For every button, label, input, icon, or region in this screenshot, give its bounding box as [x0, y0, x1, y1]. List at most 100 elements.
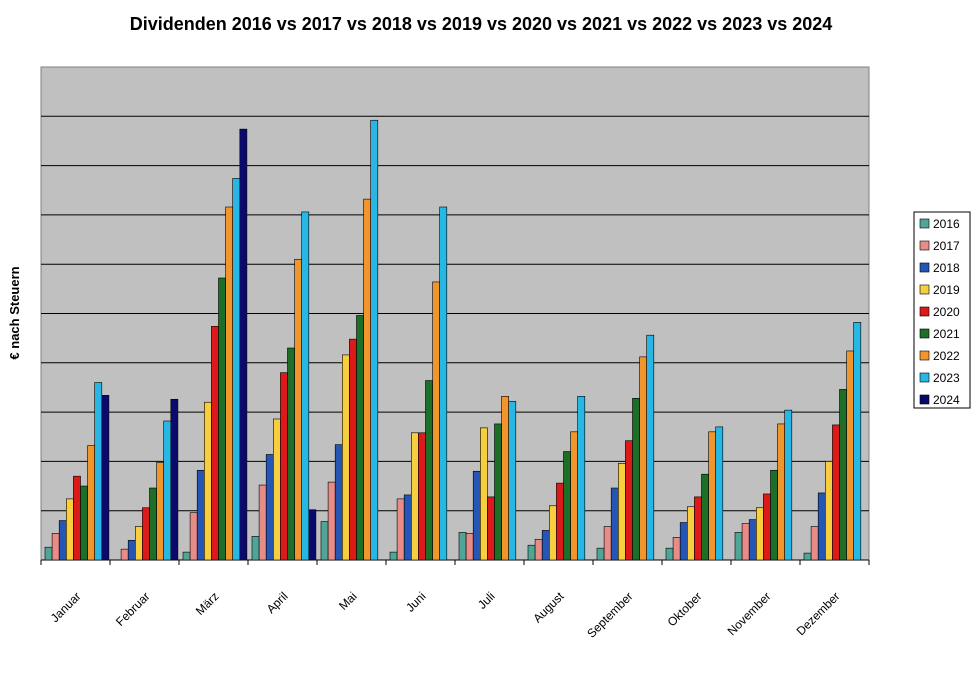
- bar-2020-juli: [487, 496, 495, 561]
- bar-2017-september: [603, 526, 612, 561]
- bar-2021-dezember: [839, 389, 847, 561]
- bar-2021-april: [287, 347, 295, 561]
- bar-2018-mai: [334, 444, 343, 561]
- bar-2017-januar: [51, 533, 60, 561]
- bar-2016-november: [734, 532, 743, 561]
- bar-2018-juli: [472, 470, 481, 561]
- bar-2023-april: [301, 211, 310, 561]
- bar-2022-august: [570, 431, 578, 561]
- legend-label-2018: 2018: [933, 261, 960, 275]
- legend: 2016 2017 2018 2019 2020 2021 2022 2023 2024: [913, 211, 971, 409]
- bar-2023-juli: [508, 400, 517, 561]
- bar-2022-oktober: [708, 431, 716, 561]
- bar-2018-januar: [58, 520, 67, 561]
- bar-2019-april: [272, 418, 281, 561]
- legend-swatch-2023: [919, 372, 930, 383]
- legend-swatch-2024: [919, 394, 930, 405]
- chart-title: Dividenden 2016 vs 2017 vs 2018 vs 2019 …: [130, 14, 833, 34]
- legend-swatch-2018: [919, 262, 930, 273]
- bar-2016-märz: [182, 551, 191, 561]
- bar-2020-februar: [142, 507, 150, 561]
- x-tick-label: März: [193, 589, 222, 618]
- x-tick-label: Juni: [403, 589, 428, 614]
- legend-swatch-2016: [919, 218, 930, 229]
- bar-2018-februar: [127, 539, 136, 561]
- bar-2023-juni: [439, 206, 448, 561]
- bar-2017-april: [258, 484, 267, 561]
- bar-2016-august: [527, 544, 536, 561]
- bar-2016-januar: [44, 546, 53, 561]
- bar-2023-august: [577, 396, 586, 561]
- bar-2018-september: [610, 487, 619, 561]
- bar-2021-august: [563, 451, 571, 561]
- legend-label-2016: 2016: [933, 217, 960, 231]
- bar-2022-dezember: [846, 350, 854, 561]
- x-tick-label: April: [264, 589, 291, 616]
- bar-2019-november: [755, 507, 764, 561]
- x-tick-label: August: [530, 589, 567, 626]
- x-tick-label: Februar: [113, 589, 153, 629]
- bar-2021-oktober: [701, 473, 709, 561]
- x-tick-label: September: [584, 589, 635, 640]
- bar-2018-november: [748, 519, 757, 561]
- x-tick-label: Januar: [48, 589, 84, 625]
- bar-2016-april: [251, 536, 260, 561]
- bar-2023-mai: [370, 119, 379, 561]
- bar-2020-august: [556, 482, 564, 561]
- bar-2022-juli: [501, 396, 510, 561]
- legend-swatch-2017: [919, 240, 930, 251]
- legend-label-2023: 2023: [933, 371, 960, 385]
- bar-2020-dezember: [832, 424, 840, 561]
- bar-2020-juni: [418, 432, 426, 561]
- bar-2017-märz: [189, 512, 198, 561]
- bar-2016-september: [596, 547, 605, 561]
- bar-2021-november: [770, 469, 778, 561]
- x-tick-label: Mai: [336, 589, 360, 613]
- x-tick-label: Oktober: [665, 589, 705, 629]
- bar-2020-april: [280, 372, 288, 561]
- bar-2020-mai: [349, 338, 357, 561]
- bar-2019-september: [617, 463, 626, 561]
- bar-2020-november: [763, 493, 771, 561]
- bar-2018-april: [265, 454, 274, 561]
- bar-2023-oktober: [715, 426, 724, 561]
- bar-2017-november: [741, 523, 750, 561]
- bar-2022-november: [777, 423, 785, 561]
- legend-swatch-2019: [919, 284, 930, 295]
- bar-2017-dezember: [810, 526, 819, 561]
- bar-2017-juli: [465, 533, 474, 561]
- bar-2017-februar: [120, 548, 129, 561]
- bar-2020-oktober: [694, 496, 702, 561]
- legend-swatch-2021: [919, 328, 930, 339]
- bar-2021-juli: [494, 423, 502, 561]
- bar-2022-september: [639, 356, 647, 561]
- bar-2021-januar: [80, 485, 88, 561]
- x-tick-label: Juli: [475, 589, 498, 612]
- bar-2022-februar: [156, 462, 165, 561]
- bar-2021-märz: [218, 277, 226, 561]
- bar-2017-mai: [327, 481, 336, 561]
- bar-2023-november: [784, 409, 793, 561]
- bar-2019-juni: [410, 432, 419, 561]
- bar-2018-oktober: [679, 522, 688, 561]
- bar-2019-august: [548, 505, 557, 561]
- bar-2024-februar: [170, 398, 179, 561]
- legend-swatch-2020: [919, 306, 930, 317]
- bar-2017-juni: [396, 498, 405, 561]
- bar-2021-juni: [425, 380, 433, 561]
- bar-2023-dezember: [853, 322, 862, 561]
- bar-2024-januar: [101, 395, 110, 561]
- bar-2016-mai: [320, 521, 329, 561]
- bar-2018-märz: [196, 469, 205, 561]
- x-tick-label: Dezember: [794, 589, 843, 638]
- bar-2022-märz: [225, 206, 234, 561]
- bar-2019-februar: [135, 526, 143, 561]
- bar-2016-juli: [458, 532, 467, 561]
- bar-2017-august: [534, 538, 543, 561]
- bar-2020-märz: [211, 326, 219, 561]
- x-tick-label: November: [725, 589, 774, 638]
- bar-2016-dezember: [803, 552, 812, 561]
- bar-2019-dezember: [824, 461, 833, 561]
- bar-2020-januar: [73, 475, 81, 561]
